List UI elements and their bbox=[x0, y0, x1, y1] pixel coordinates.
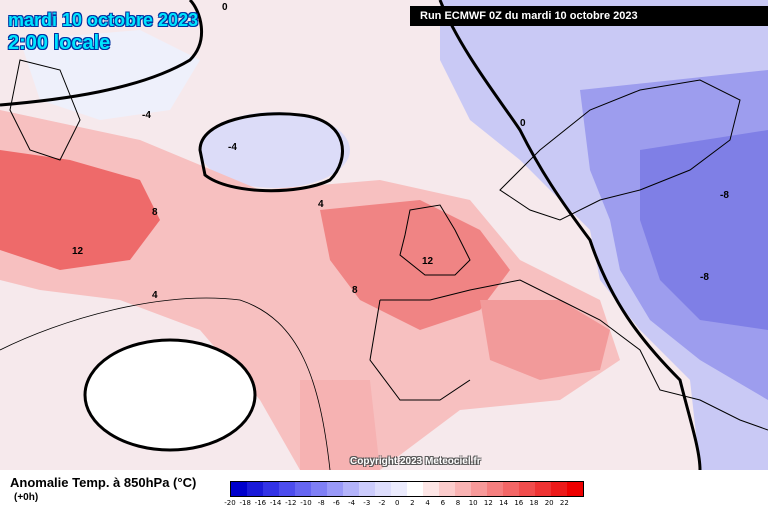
color-scale-tick-label: 18 bbox=[529, 499, 539, 507]
color-scale-tick-label: -18 bbox=[239, 499, 251, 507]
color-scale-tick-label: 4 bbox=[425, 499, 430, 507]
color-scale-swatch bbox=[295, 482, 311, 496]
color-scale-swatch bbox=[343, 482, 359, 496]
color-scale-tick-label: 8 bbox=[455, 499, 461, 507]
contour-label: 4 bbox=[318, 199, 324, 210]
neutral-anomaly-atlantic-south bbox=[83, 338, 257, 452]
coastline-scandinavia bbox=[499, 79, 741, 221]
color-scale-swatch bbox=[439, 482, 455, 496]
color-scale-swatch bbox=[311, 482, 327, 496]
color-scale-ticks: -20 -18 -16 -14 -12 -10 -8 -6 -4 -3 -2 0 2 4 6 8 10 12 14 1… bbox=[224, 499, 569, 511]
color-scale-swatch bbox=[423, 482, 439, 496]
contour-label: -8 bbox=[720, 190, 729, 201]
color-scale-tick-label: -14 bbox=[269, 499, 282, 507]
contour-label: 4 bbox=[152, 290, 158, 301]
warm-anomaly-core-europe bbox=[320, 200, 510, 330]
color-scale-tick-label: -10 bbox=[300, 499, 312, 507]
contour-label: 8 bbox=[152, 207, 158, 218]
map-title-date: mardi 10 octobre 2023 bbox=[8, 10, 199, 30]
color-scale-swatch bbox=[519, 482, 535, 496]
warm-anomaly-core-central bbox=[480, 300, 610, 380]
contour-label: 12 bbox=[72, 246, 84, 257]
map-title-time: 2:00 locale bbox=[8, 32, 111, 54]
color-scale-swatch bbox=[263, 482, 279, 496]
color-scale-swatch bbox=[231, 482, 247, 496]
color-scale-tick-label: -8 bbox=[317, 499, 325, 507]
cold-anomaly-iceland bbox=[200, 112, 350, 188]
color-scale-tick-label: 16 bbox=[514, 499, 524, 507]
color-scale-bar bbox=[230, 481, 584, 497]
contour-label: -4 bbox=[228, 142, 237, 153]
coastline-britain bbox=[399, 204, 471, 276]
contour-label: -4 bbox=[142, 110, 151, 121]
weather-map: 0 4 8 12 -4 -8 0 4 8 12 -4 -8 bbox=[0, 0, 768, 470]
coastline-europe bbox=[369, 279, 768, 431]
color-scale-swatch bbox=[471, 482, 487, 496]
contour-label: 8 bbox=[352, 285, 358, 296]
color-scale-tick-label: -2 bbox=[378, 499, 386, 507]
warm-anomaly-south bbox=[300, 380, 380, 470]
color-scale-swatch bbox=[391, 482, 407, 496]
contour-label: 0 bbox=[222, 2, 228, 13]
color-scale-swatch bbox=[279, 482, 295, 496]
cold-anomaly-east-strong bbox=[640, 130, 768, 330]
color-scale-swatch bbox=[551, 482, 567, 496]
warm-anomaly-atlantic bbox=[0, 110, 620, 470]
color-scale-tick-label: -20 bbox=[224, 499, 236, 507]
color-scale-tick-label: -16 bbox=[254, 499, 267, 507]
color-scale-swatch bbox=[375, 482, 391, 496]
color-scale-tick-label: -3 bbox=[363, 499, 371, 507]
color-scale-tick-label: 2 bbox=[410, 499, 415, 507]
contour-label: -8 bbox=[700, 272, 709, 283]
copyright-notice: Copyright 2023 Meteociel.fr bbox=[350, 456, 481, 467]
zero-contour-east bbox=[438, 0, 702, 470]
legend-subtitle: (+0h) bbox=[14, 492, 39, 503]
run-banner: Run ECMWF 0Z du mardi 10 octobre 2023 bbox=[410, 6, 768, 26]
isoline-4-atlantic bbox=[0, 297, 331, 470]
color-scale-swatch bbox=[567, 482, 583, 496]
color-scale-tick-label: -12 bbox=[285, 499, 297, 507]
color-scale-tick-label: 22 bbox=[559, 499, 569, 507]
coastline-greenland bbox=[9, 59, 81, 161]
color-scale-swatch bbox=[503, 482, 519, 496]
color-scale-swatch bbox=[247, 482, 263, 496]
color-scale-swatch bbox=[487, 482, 503, 496]
zero-contour-iceland bbox=[198, 112, 344, 193]
color-scale-swatch bbox=[535, 482, 551, 496]
zero-contour-north bbox=[0, 0, 204, 107]
color-scale-tick-label: 14 bbox=[499, 499, 509, 507]
color-scale-swatch bbox=[327, 482, 343, 496]
color-scale-swatch bbox=[359, 482, 375, 496]
contour-label: 0 bbox=[520, 118, 526, 129]
color-scale-tick-label: 12 bbox=[483, 499, 493, 507]
color-scale-tick-label: 20 bbox=[544, 499, 554, 507]
color-scale-tick-label: 6 bbox=[440, 499, 446, 507]
legend-title: Anomalie Temp. à 850hPa (°C) bbox=[10, 475, 197, 490]
color-scale-tick-label: 0 bbox=[394, 499, 400, 507]
contour-label: 12 bbox=[422, 256, 434, 267]
color-scale-tick-label: 10 bbox=[468, 499, 478, 507]
color-scale-tick-label: -4 bbox=[348, 499, 356, 507]
warm-anomaly-core-west bbox=[0, 150, 160, 270]
color-scale-tick-label: -6 bbox=[332, 499, 340, 507]
color-scale-swatch bbox=[407, 482, 423, 496]
color-scale-swatch bbox=[455, 482, 471, 496]
